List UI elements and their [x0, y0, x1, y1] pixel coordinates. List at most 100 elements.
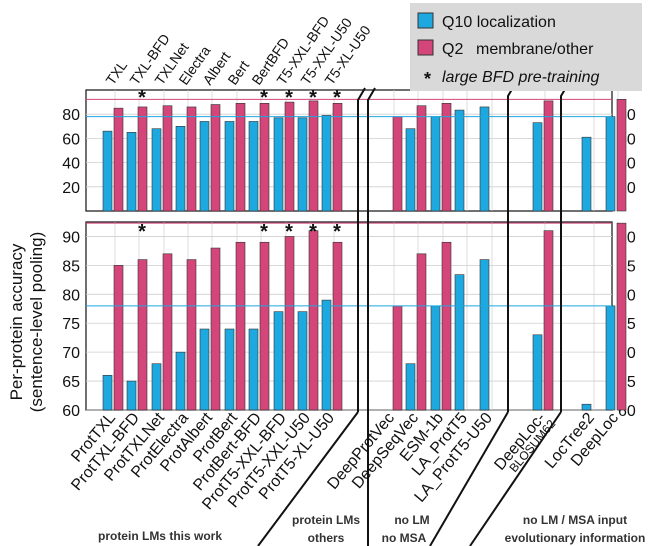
bfd-marker-prott5-xxl-bfd-top: * — [285, 87, 293, 109]
bar-q2-deepprotvec-top — [392, 116, 403, 212]
bar-q10-loctree2-bottom — [581, 403, 592, 411]
bar-q10-protbert-bfd-bottom — [248, 328, 259, 411]
y-tick-left-bottom: 60 — [62, 403, 80, 420]
bar-q2-prottxlnet-bottom — [162, 253, 173, 411]
bfd-marker-prott5-xxl-bfd-bottom: * — [285, 221, 293, 243]
legend-label-q10: Q10 localization — [442, 14, 556, 31]
legend: Q10 localization Q2 membrane/other * lar… — [410, 3, 642, 91]
bar-q10-protelectra-bottom — [175, 351, 186, 411]
bar-q10-protbert-bottom — [224, 328, 235, 411]
group-label-2-line2: others — [308, 531, 345, 545]
bar-q2-prott5-xl-u50-bottom — [332, 241, 343, 411]
bar-q2-prott5-xxl-u50-bottom — [308, 230, 319, 411]
bar-q10-prott5-xl-u50-top — [321, 115, 332, 212]
bar-q10-protbert-bfd-top — [248, 121, 259, 212]
y-tick-left-top: 80 — [62, 107, 80, 124]
bar-q2-prott5-xxl-bfd-top — [284, 101, 295, 212]
bfd-marker-prott5-xl-u50-bottom: * — [333, 221, 341, 243]
bfd-marker-protbert-bfd-top: * — [260, 87, 268, 109]
legend-note-marker: * — [424, 69, 431, 89]
group-label-1-line1: protein LMs this work — [98, 529, 222, 543]
y-tick-left-bottom: 90 — [62, 229, 80, 246]
y-axis-label-line2: (sentence-level pooling) — [27, 232, 46, 413]
bars: * * * * * * * * * * — [86, 87, 627, 411]
bar-q10-deeploc-blosum62-top — [532, 122, 543, 212]
y-tick-left-top: 20 — [62, 180, 80, 197]
bar-q10-deepseqvec-top — [405, 128, 416, 212]
bar-q2-prottxl-bfd-top — [137, 106, 148, 212]
bfd-marker-prottxl-bfd-bottom: * — [138, 221, 146, 243]
group-separator — [357, 87, 366, 412]
bar-q2-prott5-xl-u50-top — [332, 103, 343, 212]
bar-q2-prottxl-bottom — [113, 265, 124, 411]
bar-q10-prott5-xxl-u50-top — [297, 117, 308, 212]
bar-q10-esm-1b-top — [430, 116, 441, 212]
bar-q2-deeploc-bottom — [616, 222, 627, 411]
bar-q10-prottxlnet-top — [151, 128, 162, 212]
y-tick-left-bottom: 85 — [62, 258, 80, 275]
bar-q2-protelectra-top — [186, 106, 197, 212]
group-separator — [367, 87, 376, 412]
bar-q10-prott5-xxl-bfd-top — [273, 117, 284, 212]
top-label-txl: TXL — [102, 57, 130, 87]
bar-q10-la-prott5-u50-top — [479, 106, 490, 212]
y-tick-left-bottom: 75 — [62, 316, 80, 333]
bar-q2-deeploc-top — [616, 99, 627, 212]
bar-q2-prott5-xxl-u50-top — [308, 100, 319, 212]
legend-note: large BFD pre-training — [442, 69, 600, 86]
group-label-4-line1: no LM / MSA input — [523, 513, 627, 527]
bfd-marker-protbert-bfd-bottom: * — [260, 221, 268, 243]
overlay: TXLTXL-BFDTXLNetElectraAlbertBertBertBFD… — [68, 13, 645, 546]
bar-q10-protbert-top — [224, 121, 235, 212]
legend-label-q2-b: membrane/other — [476, 41, 594, 58]
bfd-marker-prott5-xxl-u50-bottom: * — [309, 221, 317, 243]
y-tick-left-bottom: 70 — [62, 345, 80, 362]
bar-q10-protalbert-top — [199, 121, 210, 212]
group-separator-lower — [429, 411, 509, 546]
bar-q10-prottxlnet-bottom — [151, 363, 162, 411]
bar-q10-deeploc-blosum62-bottom — [532, 334, 543, 411]
y-tick-left-top: 40 — [62, 156, 80, 173]
group-separator — [560, 85, 568, 412]
group-separator-lower — [469, 411, 562, 546]
y-axis-label-line1: Per-protein accuracy — [7, 243, 26, 400]
bar-q2-prottxl-bfd-bottom — [137, 259, 148, 411]
bar-q2-prottxlnet-top — [162, 105, 173, 212]
y-tick-left-bottom: 65 — [62, 374, 80, 391]
bar-q2-protelectra-bottom — [186, 259, 197, 411]
bar-q10-prott5-xxl-bfd-bottom — [273, 311, 284, 411]
group-separator — [507, 85, 515, 412]
bar-q10-la-prott5-u50-bottom — [479, 259, 490, 411]
group-label-2-line1: protein LMs — [292, 513, 360, 527]
bar-q10-protelectra-top — [175, 126, 186, 212]
bar-q2-prottxl-top — [113, 107, 124, 212]
bar-q10-prott5-xl-u50-bottom — [321, 299, 332, 411]
bar-q2-protbert-bfd-top — [259, 103, 270, 212]
bar-q10-loctree2-top — [581, 136, 592, 212]
bar-q2-protbert-top — [235, 103, 246, 212]
bar-q10-protalbert-bottom — [199, 328, 210, 411]
bar-q2-deepprotvec-bottom — [392, 305, 403, 411]
bar-q10-esm-1b-bottom — [430, 305, 441, 411]
y-tick-left-top: 60 — [62, 131, 80, 148]
bar-q10-deeploc-bottom — [605, 305, 616, 411]
bar-q2-deepseqvec-top — [416, 105, 427, 212]
bar-q2-deeploc-blosum62-bottom — [543, 230, 554, 411]
bfd-marker-prott5-xl-u50-top: * — [333, 87, 341, 109]
bar-q2-prott5-xxl-bfd-bottom — [284, 236, 295, 411]
legend-swatch-q10 — [417, 12, 434, 29]
y-tick-left-bottom: 80 — [62, 287, 80, 304]
bar-q2-protalbert-top — [210, 104, 221, 212]
bar-q2-protbert-bfd-bottom — [259, 241, 270, 411]
group-label-3-line1: no LM — [394, 513, 429, 527]
group-separator-lower — [257, 411, 359, 546]
bar-q10-prottxl-top — [102, 130, 113, 212]
bar-q2-deeploc-blosum62-top — [543, 100, 554, 212]
bfd-marker-prott5-xxl-u50-top: * — [309, 87, 317, 109]
bar-q2-protbert-bottom — [235, 241, 246, 411]
bar-q2-deepseqvec-bottom — [416, 253, 427, 411]
bar-q10-deeploc-top — [605, 116, 616, 212]
bar-q10-deepseqvec-bottom — [405, 363, 416, 411]
bar-q10-la-prott5-bottom — [454, 274, 465, 411]
